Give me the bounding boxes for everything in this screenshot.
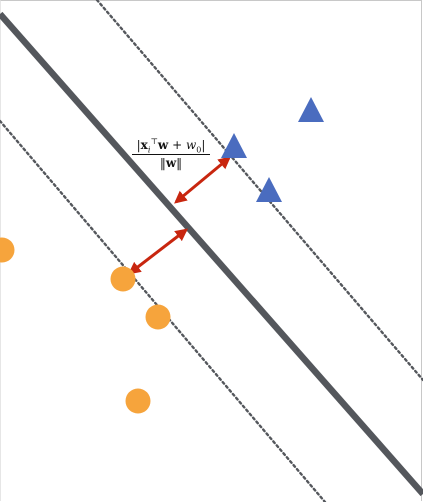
abs-open: | [136,138,141,152]
circle-point [0,237,15,263]
transpose-mark: ⊤ [150,137,158,146]
triangle-point [298,97,324,122]
circle-point [145,304,171,330]
margin-arrow-negative [128,228,188,275]
norm-close: ‖ [176,156,183,170]
norm-open: ‖ [159,156,166,170]
triangle-point [221,133,247,158]
margin-arrow-positive [174,156,231,204]
formula-denominator: ‖w‖ [128,155,214,170]
bias-w: w [185,138,197,152]
triangle-point [256,177,282,202]
upper-margin-line [95,0,423,382]
plus-sign: + [168,138,186,152]
subscript-i: i [147,145,151,155]
margin-distance-formula: |xi⊤w + w0| ‖w‖ [128,138,214,170]
abs-close: | [201,138,206,152]
norm-vector-w: w [165,156,177,170]
circle-point [125,388,151,414]
subscript-0: 0 [196,145,202,155]
formula-numerator: |xi⊤w + w0| [128,138,214,154]
decision-boundary-line [0,11,423,497]
vector-w: w [157,138,169,152]
fraction-bar [132,154,210,155]
circle-point [110,266,136,292]
vector-x: x [140,138,148,152]
